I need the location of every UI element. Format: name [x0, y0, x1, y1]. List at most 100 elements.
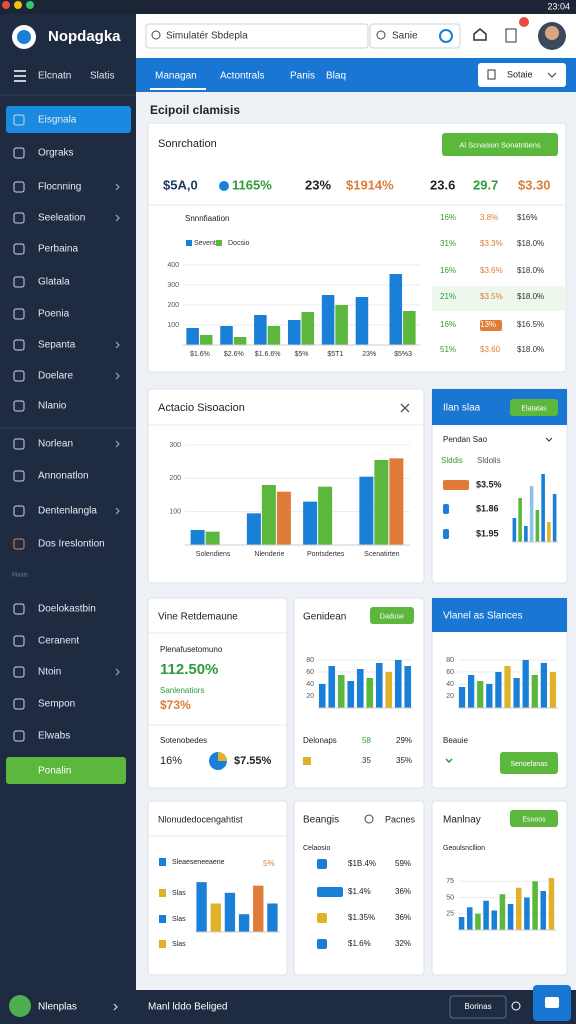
nav-tab[interactable]: Blaq: [326, 71, 346, 82]
bar: [196, 882, 207, 932]
button[interactable]: [510, 399, 558, 416]
bar: [540, 891, 547, 930]
nav-tab[interactable]: Managan: [155, 71, 197, 82]
nav-item[interactable]: Elwabs: [38, 731, 70, 742]
nav-item[interactable]: Perbaina: [38, 244, 78, 255]
bar: [366, 678, 374, 708]
button-label[interactable]: Daduse: [380, 613, 404, 620]
nav-item[interactable]: Ceranent: [38, 636, 79, 647]
caret: [547, 72, 557, 78]
button[interactable]: [442, 133, 558, 156]
bar: [356, 669, 364, 708]
y-tick-label: 100: [167, 322, 179, 329]
nav-icon: [13, 635, 25, 647]
card-title: Ilan slaa: [443, 403, 481, 414]
bar: [190, 530, 205, 545]
button-label[interactable]: Al Scnasion Sonatntiens: [459, 140, 541, 149]
bar: [518, 498, 522, 542]
status-bar: [0, 0, 576, 14]
nav-item[interactable]: Sempon: [38, 699, 75, 710]
nav-item[interactable]: Flocnning: [38, 182, 81, 193]
legend-label: Docsio: [228, 240, 250, 247]
nav-item[interactable]: Dos Ireslontion: [38, 539, 105, 550]
button[interactable]: [449, 995, 507, 1019]
search-label: Pacnes: [385, 814, 416, 824]
close-icon: [400, 403, 410, 413]
sync-icon: [439, 29, 453, 43]
y-tick-label: 20: [306, 693, 314, 700]
bar: [552, 494, 557, 542]
user-name: Nlenplas: [38, 1002, 77, 1013]
nav-item[interactable]: Annonatlon: [38, 471, 89, 482]
bar: [224, 892, 236, 932]
row-icon: [317, 887, 343, 897]
metric-value: 16%: [160, 755, 182, 767]
row-value: 36%: [395, 887, 411, 896]
bar: [532, 881, 538, 930]
x-tick-label: $5%3: [394, 351, 412, 358]
nav-item[interactable]: Nlanio: [38, 401, 67, 412]
x-tick-label: $5%: [294, 351, 308, 358]
bar: [359, 476, 374, 545]
y-tick-label: 300: [167, 282, 179, 289]
avatar-face: [545, 26, 559, 40]
nav-icon: [13, 730, 25, 742]
button[interactable]: [500, 752, 558, 774]
nav-tab[interactable]: Actontrals: [220, 71, 264, 82]
sidebar-tab[interactable]: Elcnatn: [38, 71, 71, 82]
nav-item[interactable]: Sepanta: [38, 340, 76, 351]
row-value: $1.86: [476, 503, 499, 513]
nav-item[interactable]: Dentenlangla: [38, 506, 97, 517]
sidebar-tab[interactable]: Slatis: [90, 71, 114, 82]
button[interactable]: [370, 607, 414, 624]
bar: [515, 887, 522, 930]
bar: [475, 913, 481, 930]
bottom-text: Manl lddo Beliged: [148, 1002, 228, 1013]
row-icon: [159, 915, 166, 923]
chevron: [115, 668, 120, 676]
button-label[interactable]: Borinas: [464, 1002, 491, 1011]
row-label: Sleaeseneeaene: [172, 859, 225, 866]
cta-label[interactable]: Ponalin: [38, 766, 71, 777]
nav-item[interactable]: Orgraks: [38, 148, 74, 159]
nav-item[interactable]: Eisgnala: [38, 115, 77, 126]
metric-value: $73%: [160, 698, 191, 712]
nav-item[interactable]: Doelare: [38, 371, 73, 382]
nav-item-active[interactable]: [6, 106, 131, 133]
table-cell: 51%: [440, 345, 456, 354]
search-box[interactable]: [369, 23, 461, 49]
button-label[interactable]: Senoefanas: [510, 761, 548, 768]
button[interactable]: [510, 810, 558, 827]
bar: [238, 914, 250, 932]
y-tick-label: 80: [306, 657, 314, 664]
nav-item[interactable]: Ntoin: [38, 667, 61, 678]
button-label[interactable]: Esnoos: [522, 816, 546, 823]
dropdown[interactable]: [478, 63, 566, 87]
nav-tab[interactable]: Panis: [290, 71, 315, 82]
kpi: $5A,0: [163, 177, 198, 192]
legend-label: Sevent: [194, 240, 216, 247]
table-cell: $16.5%: [517, 320, 544, 329]
bar: [458, 687, 466, 708]
row-icon: [317, 859, 327, 869]
nav-item[interactable]: Doelokastbin: [38, 604, 96, 615]
nav-item[interactable]: Poenia: [38, 309, 70, 320]
cta[interactable]: [6, 757, 126, 784]
nav-item[interactable]: Glatala: [38, 277, 70, 288]
bar: [385, 672, 393, 708]
nav-item[interactable]: Seeleation: [38, 213, 85, 224]
bar: [547, 522, 551, 542]
bar: [267, 326, 281, 345]
chevron: [115, 507, 120, 515]
metric-label: Sanlenatiors: [160, 686, 204, 695]
menu-icon: [14, 70, 26, 82]
bar: [403, 311, 416, 345]
search-box[interactable]: [145, 23, 369, 49]
window-dot: [14, 1, 22, 9]
nav-item[interactable]: Norlean: [38, 439, 73, 450]
y-tick-label: 40: [306, 681, 314, 688]
row-label: Slas: [172, 916, 186, 923]
button-label[interactable]: Elatatas: [521, 405, 547, 412]
chevron: [115, 372, 120, 380]
bar: [267, 903, 278, 932]
